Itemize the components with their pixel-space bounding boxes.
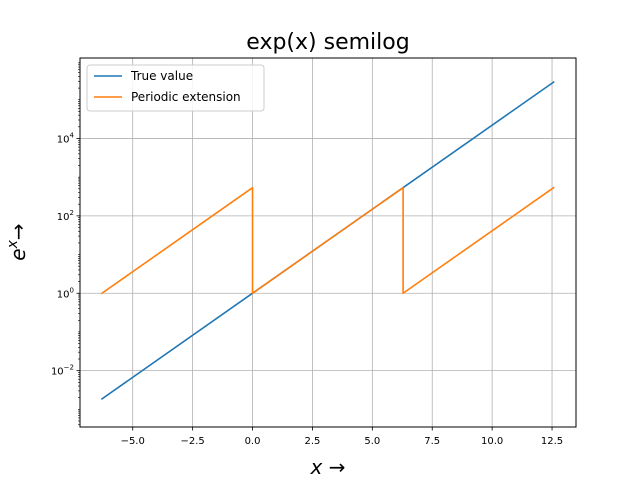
y-tick-label-base: 10: [57, 212, 70, 223]
legend-box: [86, 64, 265, 112]
y-tick-label-exponent: 2: [70, 209, 74, 217]
y-tick-label-exponent: −2: [64, 364, 74, 372]
x-tick-label: 10.0: [481, 436, 503, 447]
x-tick-label: 7.5: [424, 436, 440, 447]
x-tick-label: 0.0: [245, 436, 261, 447]
chart-title: exp(x) semilog: [246, 30, 409, 55]
legend: True value Periodic extension: [86, 64, 265, 112]
y-tick-label-base: 10: [57, 134, 70, 145]
x-tick-label: 5.0: [364, 436, 380, 447]
plot-lines: [100, 80, 555, 400]
legend-label-true-value: True value: [130, 69, 193, 83]
y-tick-label: 104: [57, 131, 75, 145]
y-tick-label-base: 10: [57, 289, 70, 300]
y-tick-label-exponent: 0: [70, 286, 74, 294]
y-axis-label: ex→: [5, 223, 30, 260]
y-axis-label-base: e: [6, 248, 30, 260]
y-axis-label-exponent: x: [5, 239, 21, 249]
y-tick-label-exponent: 4: [70, 131, 75, 139]
x-tick-label: −2.5: [180, 436, 204, 447]
plot-frame: [79, 57, 577, 428]
y-tick-label: 100: [57, 286, 74, 300]
y-tick-label: 102: [57, 209, 74, 223]
ticks: −5.0 −2.5 0.0 2.5 5.0 7.5 10.0 12.510−210010210…: [51, 62, 563, 447]
y-tick-label: 10−2: [51, 364, 74, 378]
x-tick-label: 12.5: [541, 436, 563, 447]
x-tick-label: 2.5: [304, 436, 320, 447]
legend-label-periodic-extension: Periodic extension: [131, 90, 241, 104]
series-line-periodic-extension: [100, 186, 555, 295]
x-axis-label: x →: [310, 455, 346, 479]
y-tick-label-base: 10: [51, 367, 64, 378]
y-axis-label-arrow: →: [6, 223, 30, 240]
x-tick-label: −5.0: [121, 436, 145, 447]
